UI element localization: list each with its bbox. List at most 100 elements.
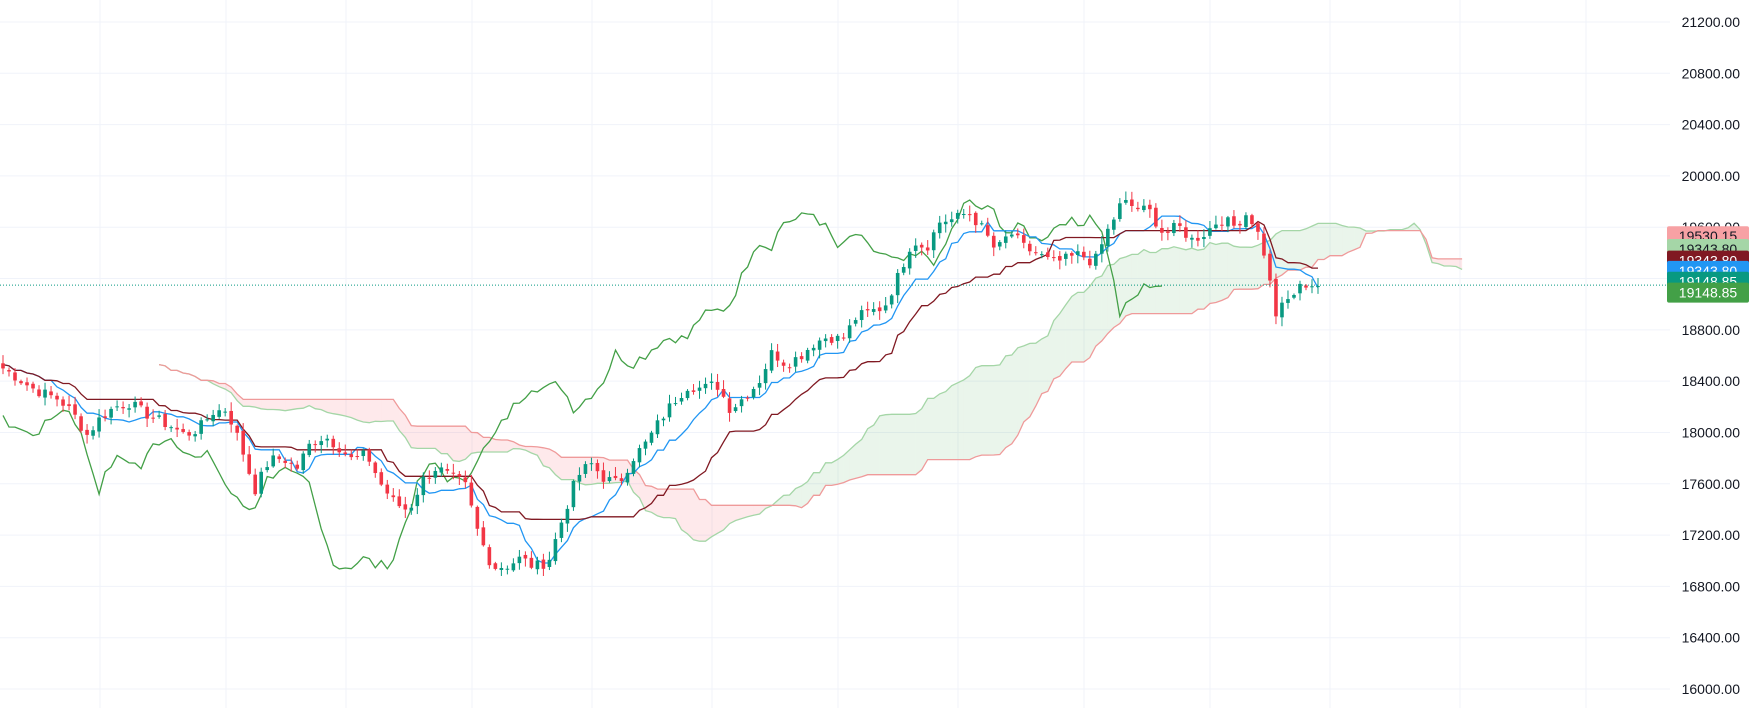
cloud-segment [1203,242,1210,310]
cloud-segment [723,505,730,530]
candle [1232,210,1236,229]
cloud-segment [1287,230,1294,271]
candle-body [379,472,384,485]
candle-body [1256,223,1260,232]
candle-body [721,389,726,397]
candle [1015,228,1020,239]
candle [739,395,744,413]
candle-body [19,381,23,384]
candle [1244,212,1248,230]
candle [469,474,474,508]
candle-body [211,414,215,422]
candle-body [997,242,1002,247]
cloud-segment [1354,227,1361,250]
candle-body [1172,222,1176,234]
candle [523,551,528,567]
cloud-segment [1227,243,1234,298]
cloud-segment [339,399,346,417]
candle [91,426,95,440]
candle-body [295,464,300,469]
candle-body [115,406,119,408]
cloud-segment [213,380,220,387]
candle [1274,273,1278,325]
candle [823,334,828,348]
candle [1316,277,1320,294]
candle [1250,213,1254,228]
candle [13,368,17,386]
candle [337,442,342,457]
cloud-segment [675,489,682,530]
candle-body [1076,251,1080,255]
candle-body [799,356,804,360]
cloud-segment [1113,258,1120,328]
candle-body [1178,223,1182,226]
cloud-segment [909,413,916,475]
candle [535,556,540,575]
candle-body [979,223,984,225]
candle [445,463,450,474]
candle-body [511,563,516,571]
candle [679,392,684,405]
candle [247,446,251,476]
candle [1009,231,1014,239]
candle-body [883,305,888,311]
candle [403,496,408,518]
candle [373,461,378,478]
candle [427,470,432,484]
candle-body [1310,286,1314,288]
candle [877,301,882,320]
y-tick-label: 16400.00 [1682,630,1741,646]
candle [1106,224,1110,252]
candle [1166,227,1170,241]
cloud-segment [435,426,442,454]
candle-body [163,413,167,428]
cloud-segment [1101,265,1108,341]
candle [181,423,185,434]
candle [439,462,444,477]
cloud-segment [561,457,568,480]
candle [361,448,366,461]
candle [349,449,354,461]
candle [577,467,582,491]
candle [1292,293,1296,300]
candle [259,467,263,498]
leading-span-a-line [158,222,1463,542]
cloud-segment [1089,278,1096,358]
candle-body [709,381,714,383]
cloud-segment [735,505,742,521]
candle [1226,215,1230,233]
candle [301,451,306,474]
candle-body [1124,200,1128,203]
candle-body [433,470,438,478]
cloud-segment [375,399,382,422]
candle [889,294,894,309]
candle-body [307,443,312,456]
cloud-segment [699,499,706,542]
cloud-segment [729,505,736,524]
candle [505,565,510,575]
cloud-segment [357,399,364,422]
candle [553,532,558,565]
candle-body [1316,286,1320,288]
candle-body [1148,204,1152,210]
candle [1088,250,1092,269]
y-tick-label: 21200.00 [1682,14,1741,30]
candle-body [259,471,263,494]
cloud-segment [243,399,250,407]
cloud-segment [333,399,340,415]
candle-body [727,398,732,413]
candle-body [1100,244,1104,254]
candle-body [667,403,672,418]
candle-body [367,449,372,462]
candle [595,459,600,479]
candle-body [871,309,876,312]
candle-body [49,391,53,396]
candle [451,463,456,480]
cloud-segment [969,367,976,460]
price-axis[interactable]: 21200.0020800.0020400.0020000.0019600.00… [1682,14,1741,697]
candle-body [373,462,378,474]
candle-body [787,367,792,369]
candle [1130,191,1134,212]
candle [355,449,360,460]
